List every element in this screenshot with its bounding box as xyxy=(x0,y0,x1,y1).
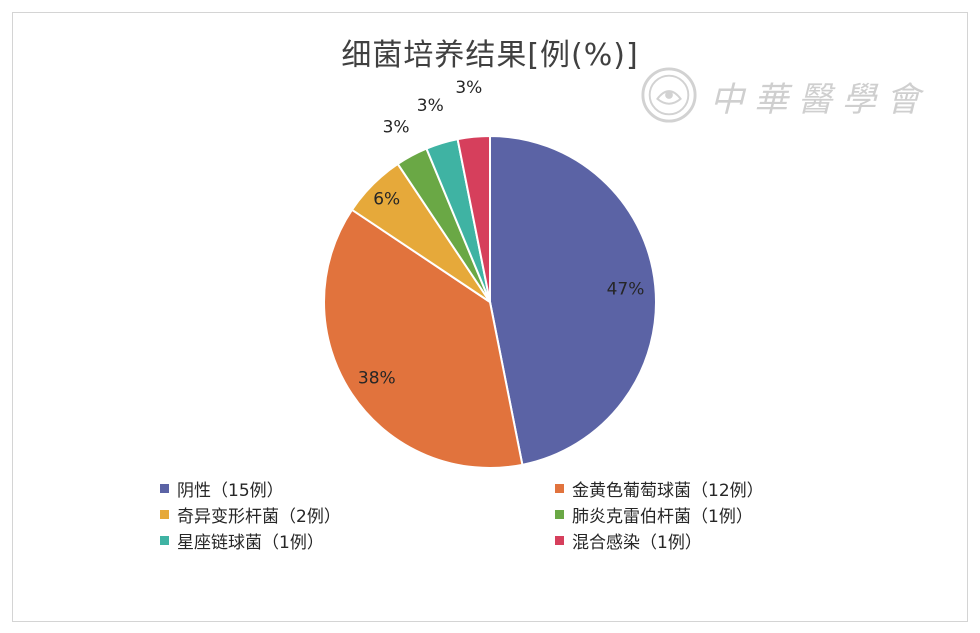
legend-label: 肺炎克雷伯杆菌（1例） xyxy=(572,507,753,527)
watermark-text: 中華醫學會 xyxy=(710,80,930,120)
legend-label: 奇异变形杆菌（2例） xyxy=(177,507,341,527)
legend-item: 奇异变形杆菌（2例） xyxy=(160,502,341,527)
legend-label: 星座链球菌（1例） xyxy=(177,533,324,553)
legend-swatch xyxy=(555,510,564,519)
legend-swatch xyxy=(160,536,169,545)
slice-data-label: 3% xyxy=(417,96,444,116)
legend-item: 混合感染（1例） xyxy=(555,528,702,553)
legend-label: 金黄色葡萄球菌（12例） xyxy=(572,481,764,501)
watermark: 中華醫學會 xyxy=(640,60,940,130)
legend-swatch xyxy=(160,510,169,519)
seal-logo-icon xyxy=(641,67,697,123)
slice-data-label: 38% xyxy=(358,369,396,389)
legend-item: 星座链球菌（1例） xyxy=(160,528,324,553)
slice-data-label: 47% xyxy=(607,280,645,300)
slice-data-label: 3% xyxy=(455,78,482,98)
legend-item: 阴性（15例） xyxy=(160,476,284,501)
legend-swatch xyxy=(555,484,564,493)
legend-label: 混合感染（1例） xyxy=(572,533,702,553)
chart-title: 细菌培养结果[例(%)] xyxy=(341,38,639,73)
slice-data-label: 6% xyxy=(373,190,400,210)
legend-swatch xyxy=(555,536,564,545)
pie-slice xyxy=(489,134,657,466)
slice-data-label: 3% xyxy=(383,117,410,137)
legend-item: 肺炎克雷伯杆菌（1例） xyxy=(555,502,753,527)
pie-slice xyxy=(456,134,491,303)
legend-item: 金黄色葡萄球菌（12例） xyxy=(555,476,764,501)
legend-label: 阴性（15例） xyxy=(177,481,284,501)
legend-swatch xyxy=(160,484,169,493)
pie-slice xyxy=(323,208,524,469)
